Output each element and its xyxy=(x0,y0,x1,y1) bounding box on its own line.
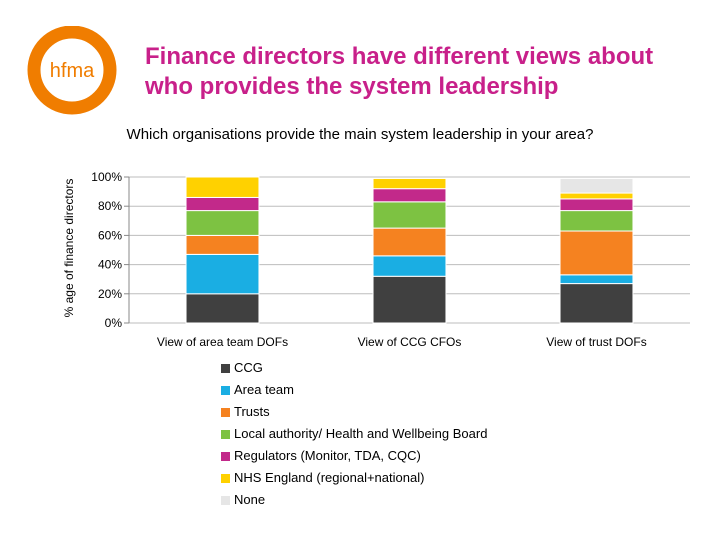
legend-entry: Regulators (Monitor, TDA, CQC) xyxy=(221,445,487,467)
bar-segment xyxy=(185,210,260,236)
legend-swatch xyxy=(221,386,230,395)
bar-segment xyxy=(559,192,634,200)
legend-swatch xyxy=(221,452,230,461)
y-tick-label: 0% xyxy=(105,316,123,330)
bar-segment xyxy=(559,177,634,194)
legend-label: Area team xyxy=(234,382,294,397)
legend-entry: None xyxy=(221,489,487,511)
bar-segment xyxy=(559,283,634,324)
y-tick-label: 20% xyxy=(98,287,122,301)
logo-text: hfma xyxy=(50,60,95,82)
legend-label: NHS England (regional+national) xyxy=(234,470,425,485)
bar-segment xyxy=(559,230,634,276)
legend-entry: Area team xyxy=(221,379,487,401)
slide-title-line1: Finance directors have different views a… xyxy=(145,43,654,70)
y-tick-label: 80% xyxy=(98,199,122,213)
legend-label: Local authority/ Health and Wellbeing Bo… xyxy=(234,426,488,441)
hfma-logo: hfma xyxy=(22,25,122,126)
bar-segment xyxy=(185,196,260,212)
bar-segment xyxy=(185,253,260,295)
legend-swatch xyxy=(221,474,230,483)
y-axis-label: % age of finance directors xyxy=(62,178,76,318)
legend-label: None xyxy=(234,492,266,507)
bar-segment xyxy=(372,177,447,190)
y-tick-label: 60% xyxy=(98,228,122,242)
slide-title-line2: who provides the system leadership xyxy=(145,73,559,100)
legend-swatch xyxy=(221,496,230,505)
slide-title: Finance directors have different views a… xyxy=(145,42,705,102)
bar-segment xyxy=(559,210,634,232)
bar-segment xyxy=(559,198,634,212)
bar-segment xyxy=(372,275,447,324)
legend-label: Trusts xyxy=(234,404,270,419)
legend-swatch xyxy=(221,408,230,417)
legend-entry: Trusts xyxy=(221,401,487,423)
bar-segment xyxy=(372,227,447,257)
legend-entry: NHS England (regional+national) xyxy=(221,467,487,489)
y-tick-label: 40% xyxy=(98,258,122,272)
chart-legend: CCG Area team Trusts Local authority/ Healt… xyxy=(221,357,487,511)
bar-segment xyxy=(185,176,260,198)
bar-segment xyxy=(185,234,260,255)
legend-label: CCG xyxy=(234,360,263,375)
legend-entry: CCG xyxy=(221,357,487,379)
x-tick-label: View of area team DOFs xyxy=(157,335,288,349)
legend-entry: Local authority/ Health and Wellbeing Bo… xyxy=(221,423,487,445)
bar-segment xyxy=(372,255,447,277)
y-tick-label: 100% xyxy=(91,170,122,184)
chart-title: Which organisations provide the main sys… xyxy=(126,126,594,143)
x-tick-label: View of trust DOFs xyxy=(546,335,646,349)
bar-segment xyxy=(372,201,447,229)
legend-label: Regulators (Monitor, TDA, CQC) xyxy=(234,448,421,463)
x-tick-label: View of CCG CFOs xyxy=(358,335,462,349)
legend-swatch xyxy=(221,364,230,373)
bar-segment xyxy=(372,188,447,203)
bar-segment xyxy=(185,293,260,324)
logo-ring xyxy=(27,25,117,115)
legend-swatch xyxy=(221,430,230,439)
bar-segment xyxy=(559,274,634,285)
